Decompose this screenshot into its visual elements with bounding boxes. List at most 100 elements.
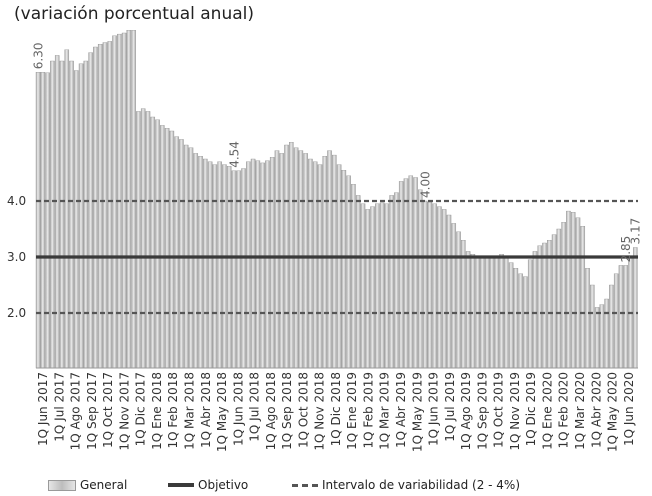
bar-general [613, 273, 619, 369]
bar-general [499, 254, 504, 369]
bar-general [594, 307, 600, 369]
x-tick-label: 1Q Mar 2018 [183, 372, 197, 450]
bar-general [203, 158, 208, 369]
legend-item-general: General [48, 478, 127, 492]
bar-general [561, 222, 566, 369]
bar-general [461, 240, 466, 369]
x-tick-label: 1Q Feb 2019 [362, 372, 376, 449]
bar-general [537, 245, 543, 369]
bar-general [69, 60, 74, 369]
bar-general [551, 234, 557, 369]
bar-general [54, 55, 60, 369]
x-tick-label: 1Q Ene 2020 [540, 372, 554, 450]
bar-general [375, 203, 380, 369]
bar-general [408, 175, 414, 369]
bar-general [384, 203, 390, 369]
bar-general [575, 217, 581, 369]
x-tick-label: 1Q Ene 2018 [150, 372, 164, 450]
bar-general [398, 181, 404, 369]
bar-general [609, 284, 614, 369]
x-tick-label: 1Q Nov 2018 [313, 372, 327, 451]
x-tick-label: 1Q Dic 2019 [524, 372, 538, 446]
bar-general [269, 157, 275, 369]
bar-general [198, 156, 203, 369]
x-tick-label: 1Q Nov 2019 [508, 372, 522, 451]
bar-general [327, 150, 332, 369]
bar-general [389, 195, 394, 369]
x-tick-label: 1Q Mar 2019 [378, 372, 392, 450]
bar-general [456, 231, 461, 369]
x-tick-label: 1Q Jun 2017 [36, 372, 50, 446]
legend-line-swatch [168, 483, 194, 487]
bar-general [446, 214, 452, 369]
legend-item-intervalo: Intervalo de variabilidad (2 - 4%) [292, 478, 520, 492]
bar-general [437, 206, 442, 369]
legend-dash-swatch [292, 483, 318, 487]
x-tick-label: 1Q Feb 2018 [166, 372, 180, 449]
y-tick-label: 3.0 [7, 250, 26, 264]
bar-general [523, 276, 528, 369]
bar-general [470, 254, 476, 369]
bar-general [308, 158, 313, 369]
bar-general [542, 242, 547, 369]
x-tick-label: 1Q Ago 2017 [69, 372, 83, 450]
x-tick-label: 1Q May 2020 [606, 372, 620, 452]
bar-general [441, 209, 447, 369]
bar-general [532, 251, 538, 369]
y-tick-label: 4.0 [7, 194, 26, 208]
bar-general [64, 49, 70, 369]
bar-general [207, 161, 213, 369]
bar-general [585, 268, 590, 369]
x-tick-label: 1Q Abr 2019 [394, 372, 408, 448]
bar-general [93, 46, 98, 369]
bar-general [45, 72, 50, 369]
bar-general [59, 60, 65, 369]
bar-general [145, 111, 151, 369]
bar-general [83, 60, 89, 369]
legend-label-general: General [80, 478, 128, 492]
x-tick-label: 1Q Oct 2017 [101, 372, 115, 448]
bar-general [222, 164, 227, 369]
bar-general [508, 262, 514, 369]
bar-general [556, 228, 562, 369]
bar-general [246, 161, 251, 369]
bar-general [633, 247, 638, 369]
bar-general [346, 175, 351, 369]
bar-general [432, 203, 437, 369]
bar-general [164, 128, 170, 369]
bar-general [279, 153, 285, 369]
bar-general [260, 162, 265, 369]
bar-general [241, 168, 246, 369]
value-annotation: 4.00 [418, 171, 432, 198]
bar-general [40, 72, 46, 369]
x-tick-label: 1Q Oct 2019 [492, 372, 506, 448]
bar-general [217, 161, 222, 369]
x-tick-label: 1Q Sep 2017 [85, 372, 99, 450]
bar-general [413, 177, 418, 369]
bar-general [570, 212, 576, 369]
bar-general [131, 30, 136, 369]
bar-general [394, 192, 399, 369]
bar-general [50, 60, 55, 369]
x-tick-label: 1Q Feb 2020 [557, 372, 571, 449]
bar-general [365, 209, 371, 369]
x-tick-label: 1Q Jun 2020 [622, 372, 636, 446]
bar-general [303, 153, 308, 369]
x-tick-label: 1Q Ene 2019 [345, 372, 359, 450]
legend-item-objetivo: Objetivo [168, 478, 248, 492]
bar-general [298, 150, 304, 369]
bar-general [370, 206, 375, 369]
bar-general [360, 203, 366, 369]
x-tick-label: 1Q May 2019 [410, 372, 424, 452]
bar-general [566, 210, 571, 369]
bar-general [322, 156, 328, 369]
x-tick-label: 1Q Sep 2018 [280, 372, 294, 450]
bar-general [513, 268, 519, 369]
bar-general [317, 164, 323, 369]
bar-general [336, 164, 342, 369]
bar-general [255, 160, 261, 369]
bar-general [618, 265, 624, 369]
y-tick-label: 2.0 [7, 306, 26, 320]
value-annotation: 3.17 [629, 218, 643, 245]
bar-general [226, 166, 232, 369]
